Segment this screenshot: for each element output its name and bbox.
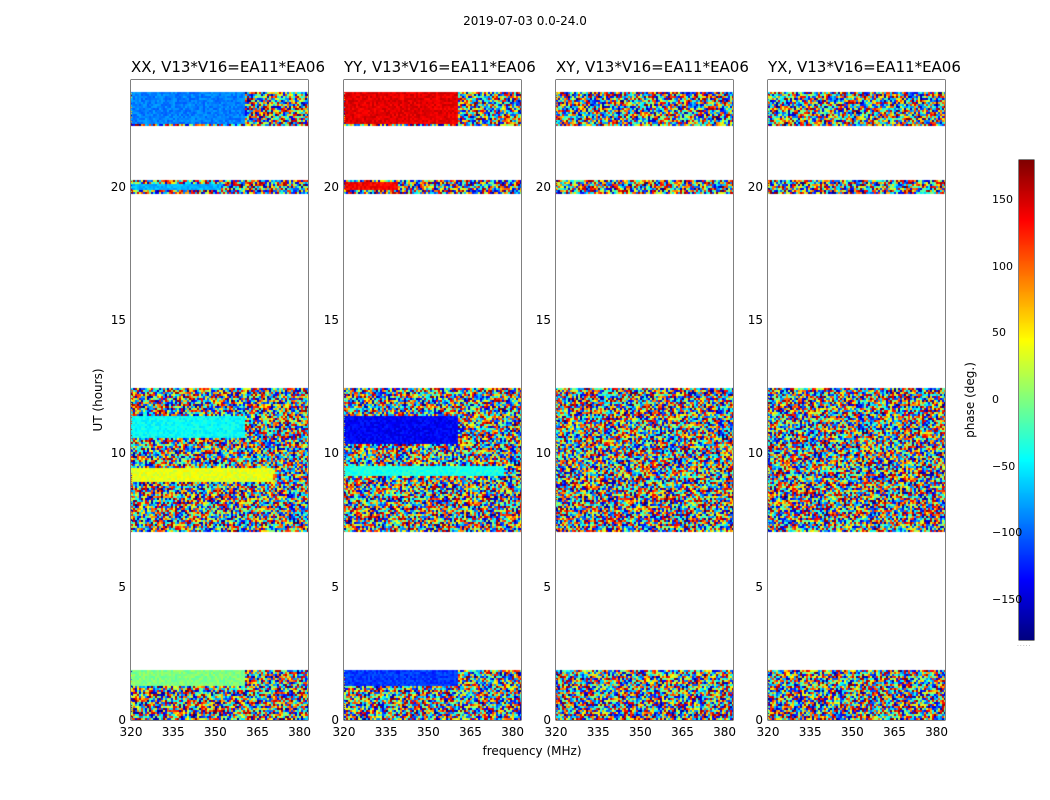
y-tick-label: 10 — [535, 446, 551, 461]
colorbar — [1019, 160, 1034, 640]
y-tick-label: 15 — [110, 313, 126, 327]
x-tick-label: 320 — [332, 725, 356, 739]
colorbar-label: phase (deg.) — [963, 362, 977, 438]
y-tick-label: 10 — [110, 446, 126, 461]
colorbar-caption: ..... — [1017, 641, 1032, 648]
y-tick-label: 10 — [323, 446, 339, 461]
y-tick-label: 20 — [535, 179, 551, 194]
colorbar-tick-label: −100 — [992, 526, 1023, 540]
y-tick-label: 15 — [323, 313, 339, 327]
x-tick-label: 335 — [586, 725, 610, 739]
heatmap-panel-4 — [768, 80, 945, 720]
figure-title: 2019-07-03 0.0-24.0 — [463, 14, 587, 28]
y-tick-label: 0 — [331, 713, 339, 727]
colorbar-tick-label: 0 — [992, 393, 999, 406]
x-tick-label: 335 — [798, 725, 822, 739]
colorbar-tick-label: −150 — [992, 593, 1023, 606]
y-tick-label: 15 — [747, 313, 763, 327]
panel-title-xy: XY, V13*V16=EA11*EA06 — [556, 58, 749, 76]
y-tick-label: 15 — [535, 313, 551, 327]
x-tick-label: 380 — [288, 725, 312, 739]
panel-title-yy: YY, V13*V16=EA11*EA06 — [344, 58, 536, 76]
x-tick-label: 350 — [203, 725, 227, 739]
x-tick-label: 350 — [416, 725, 440, 739]
x-tick-label: 365 — [670, 725, 694, 739]
panel-title-xx: XX, V13*V16=EA11*EA06 — [131, 58, 326, 76]
x-tick-label: 335 — [374, 725, 398, 739]
colorbar-tick-label: 50 — [992, 326, 1006, 340]
y-tick-label: 20 — [110, 179, 126, 194]
x-tick-label: 335 — [161, 725, 185, 739]
x-tick-label: 365 — [245, 725, 269, 739]
y-tick-label: 0 — [755, 713, 763, 727]
colorbar-tick-label: 150 — [992, 193, 1013, 206]
colorbar-tick-label: −50 — [992, 459, 1016, 473]
x-axis-label: frequency (MHz) — [482, 744, 582, 758]
colorbar-tick-label: 100 — [992, 259, 1013, 273]
heatmap-panel-1 — [131, 80, 308, 720]
x-tick-label: 350 — [840, 725, 864, 739]
y-tick-label: 20 — [747, 179, 763, 194]
heatmap-panel-3 — [556, 80, 733, 720]
y-tick-label: 5 — [331, 579, 339, 594]
x-tick-label: 380 — [501, 725, 525, 739]
y-tick-label: 5 — [755, 579, 763, 594]
y-axis-label: UT (hours) — [91, 368, 105, 432]
x-tick-label: 380 — [713, 725, 737, 739]
y-tick-label: 0 — [543, 713, 551, 727]
y-tick-label: 20 — [323, 179, 339, 194]
x-tick-label: 320 — [756, 725, 780, 739]
x-tick-label: 365 — [458, 725, 482, 739]
x-tick-label: 380 — [925, 725, 949, 739]
y-tick-label: 0 — [118, 713, 126, 727]
x-tick-label: 365 — [882, 725, 906, 739]
y-tick-label: 10 — [747, 446, 763, 461]
heatmap-panel-2 — [344, 80, 521, 720]
x-tick-label: 320 — [544, 725, 568, 739]
y-tick-label: 5 — [543, 579, 551, 594]
x-tick-label: 350 — [628, 725, 652, 739]
panel-title-yx: YX, V13*V16=EA11*EA06 — [768, 58, 961, 76]
y-tick-label: 5 — [118, 579, 126, 594]
x-tick-label: 320 — [119, 725, 143, 739]
